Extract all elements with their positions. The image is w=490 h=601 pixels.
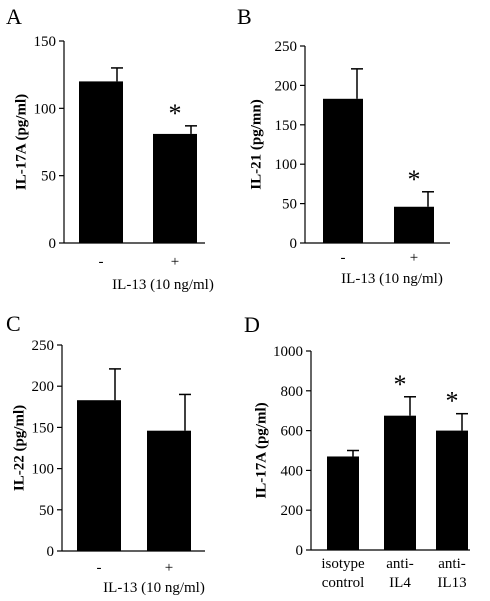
panel-d-ytick-label-3: 600 bbox=[281, 424, 304, 440]
panel-b-letter: B bbox=[237, 4, 252, 29]
panel-a-category-1: + bbox=[171, 254, 179, 270]
panel-c-ytick-label-5: 250 bbox=[32, 338, 55, 354]
panel-a-letter: A bbox=[6, 4, 22, 29]
panel-a-bar-0 bbox=[79, 81, 123, 244]
panel-d-bar-0 bbox=[327, 456, 359, 550]
panel-b-xlabel: IL-13 (10 ng/ml) bbox=[341, 271, 443, 287]
panel-b-category-1: + bbox=[410, 250, 418, 266]
panel-c-ytick-label-4: 200 bbox=[32, 379, 55, 395]
panel-b-ytick-label-0: 0 bbox=[290, 236, 298, 252]
panel-a-xlabel: IL-13 (10 ng/ml) bbox=[112, 277, 214, 293]
panel-d-category-2-line1: anti- bbox=[438, 556, 466, 572]
panel-a-category-0: - bbox=[99, 254, 104, 270]
panel-c-ytick-label-1: 50 bbox=[39, 503, 54, 519]
panel-d-significance-2: * bbox=[446, 387, 459, 416]
panel-b-ytick-label-1: 50 bbox=[282, 197, 297, 213]
panel-d-ytick-label-2: 400 bbox=[281, 463, 304, 479]
panel-d-ylabel: IL-17A (pg/ml) bbox=[253, 402, 269, 498]
panel-b-bar-1 bbox=[394, 206, 434, 243]
panel-d-ytick-label-4: 800 bbox=[281, 384, 304, 400]
panel-a-ytick-label-3: 150 bbox=[34, 34, 57, 50]
panel-c-bar-0 bbox=[77, 400, 121, 551]
panel-c-xlabel: IL-13 (10 ng/ml) bbox=[103, 580, 205, 596]
panel-c-bar-1 bbox=[147, 430, 191, 551]
panel-d-category-1-line1: anti- bbox=[386, 556, 414, 572]
panel-c-ytick-label-3: 150 bbox=[32, 420, 55, 436]
panel-b-bar-0 bbox=[323, 98, 363, 244]
panel-a-ylabel: IL-17A (pg/ml) bbox=[13, 94, 29, 190]
panel-b-ytick-label-5: 250 bbox=[275, 39, 298, 55]
panel-c-category-1: + bbox=[165, 560, 173, 576]
panel-d-ytick-label-1: 200 bbox=[281, 503, 304, 519]
panel-c-ytick-label-0: 0 bbox=[47, 544, 55, 560]
panel-d-category-2-line2: IL13 bbox=[437, 575, 466, 591]
panel-a-ytick-label-2: 100 bbox=[34, 101, 57, 117]
panel-c-category-0: - bbox=[97, 560, 102, 576]
panel-d-bar-1 bbox=[384, 415, 416, 550]
panel-b-ytick-label-2: 100 bbox=[275, 157, 298, 173]
panel-d-category-0-line1: isotype bbox=[321, 556, 365, 572]
panel-d-ytick-label-5: 1000 bbox=[273, 344, 303, 360]
panel-d-category-0-line2: control bbox=[322, 575, 365, 591]
panel-d-bar-2 bbox=[436, 430, 468, 550]
panel-a-bar-1 bbox=[153, 133, 197, 243]
panel-b-significance-1: * bbox=[408, 165, 421, 194]
panel-a-ytick-label-1: 50 bbox=[41, 169, 56, 185]
panel-b-category-0: - bbox=[341, 250, 346, 266]
panel-d-significance-1: * bbox=[394, 370, 407, 399]
panel-d-category-1-line2: IL4 bbox=[389, 575, 411, 591]
panel-a-significance-1: * bbox=[169, 99, 182, 128]
panel-c-ytick-label-2: 100 bbox=[32, 462, 55, 478]
panel-d-ytick-label-0: 0 bbox=[296, 543, 304, 559]
panel-b-ytick-label-3: 150 bbox=[275, 118, 298, 134]
panel-a-ytick-label-0: 0 bbox=[49, 236, 57, 252]
panel-d-letter: D bbox=[244, 312, 260, 337]
panel-b-ylabel: IL-21 (pg/mn) bbox=[248, 99, 264, 189]
panel-b-ytick-label-4: 200 bbox=[275, 78, 298, 94]
panel-c-letter: C bbox=[6, 311, 21, 336]
panel-c-ylabel: IL-22 (pg/ml) bbox=[11, 405, 27, 491]
